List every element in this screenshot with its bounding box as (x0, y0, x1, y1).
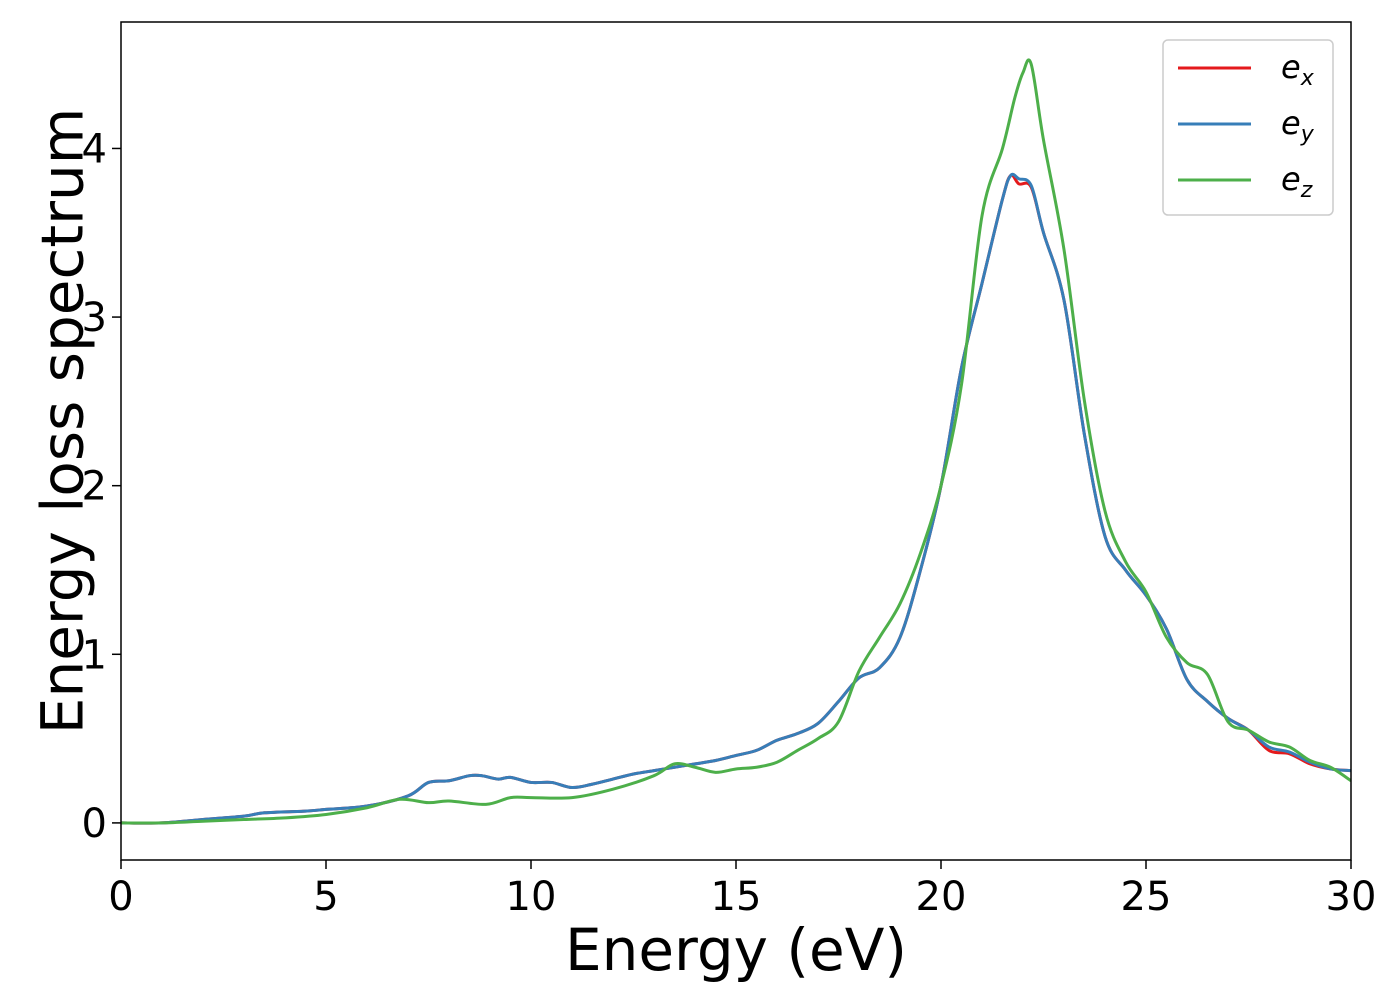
x-tick-label: 10 (506, 874, 557, 920)
series-line-ey (121, 172, 1351, 825)
x-tick-label: 0 (108, 874, 133, 920)
legend-label-subscript: x (1300, 66, 1315, 91)
y-tick-label: 2 (82, 464, 107, 510)
legend-label-subscript: z (1300, 178, 1313, 203)
legend-label-ey: ey (1281, 104, 1315, 147)
x-tick-label: 20 (916, 874, 967, 920)
y-tick-label: 3 (82, 295, 107, 341)
legend-label-base: e (1281, 48, 1301, 86)
x-tick-label: 30 (1326, 874, 1377, 920)
legend-label-ex: ex (1281, 48, 1315, 91)
y-tick-label: 0 (82, 801, 107, 847)
legend-label-ez: ez (1281, 160, 1313, 203)
series-lines (121, 58, 1351, 825)
y-axis-title: Energy loss spectrum (28, 108, 96, 734)
y-tick-label: 1 (82, 632, 107, 678)
legend-box (1162, 39, 1334, 216)
x-tick-label: 25 (1121, 874, 1172, 920)
x-axis-title: Energy (eV) (565, 916, 907, 984)
series-line-ez (121, 58, 1351, 825)
axis-ticks: 0 5 10 15 20 25 30 0 1 2 3 4 (82, 126, 1377, 920)
legend-label-subscript: y (1300, 122, 1315, 147)
y-tick-label: 4 (82, 126, 107, 172)
x-tick-label: 15 (711, 874, 762, 920)
legend-label-base: e (1281, 104, 1301, 142)
x-tick-label: 5 (313, 874, 338, 920)
legend-label-base: e (1281, 160, 1301, 198)
series-line-ex (121, 173, 1351, 825)
